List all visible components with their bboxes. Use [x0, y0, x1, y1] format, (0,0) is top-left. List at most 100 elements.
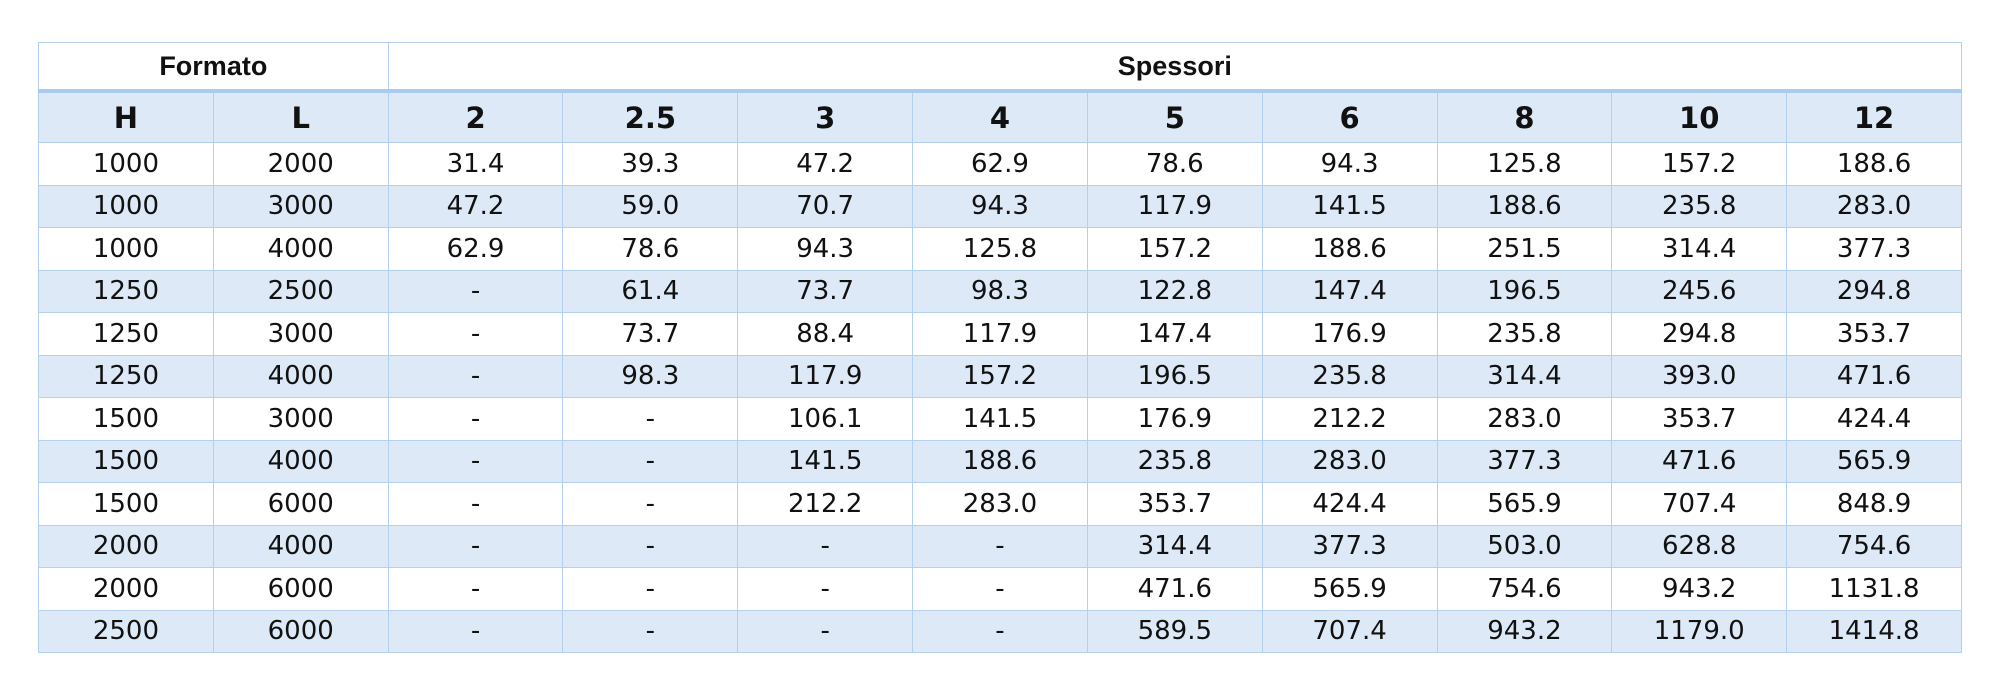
cell: 73.7 — [737, 269, 914, 313]
cell: 283.0 — [1786, 184, 1962, 228]
data-table: Formato Spessori H L 2 2.5 3 4 5 6 8 10 12 1000 2000 31… — [38, 42, 1963, 653]
cell: 283.0 — [912, 482, 1088, 526]
cell: - — [387, 269, 564, 313]
cell: 6000 — [212, 567, 389, 611]
cell: 1000 — [38, 227, 214, 271]
cell: 117.9 — [1086, 184, 1263, 228]
cell: 283.0 — [1261, 439, 1438, 483]
cell: - — [387, 609, 564, 653]
cell: 61.4 — [562, 269, 739, 313]
cell: 176.9 — [1086, 397, 1263, 441]
data-row: 1000 4000 62.9 78.6 94.3 125.8 157.2 188.6 251.5… — [38, 227, 1962, 271]
cell: 943.2 — [1611, 567, 1788, 611]
cell: 157.2 — [912, 354, 1088, 398]
cell: 628.8 — [1611, 524, 1788, 568]
cell: 94.3 — [737, 227, 914, 271]
cell: 1000 — [38, 142, 214, 186]
cell: 106.1 — [737, 397, 914, 441]
group-header: Formato — [38, 42, 389, 93]
cell: 245.6 — [1611, 269, 1788, 313]
cell: 235.8 — [1611, 184, 1788, 228]
cell: - — [387, 567, 564, 611]
cell: 3000 — [212, 184, 389, 228]
cell: 3000 — [212, 312, 389, 356]
cell: 471.6 — [1786, 354, 1962, 398]
cell: 78.6 — [562, 227, 739, 271]
cell: - — [912, 524, 1088, 568]
cell: 251.5 — [1436, 227, 1613, 271]
cell: 122.8 — [1086, 269, 1263, 313]
cell: 31.4 — [387, 142, 564, 186]
cell: 2000 — [38, 567, 214, 611]
cell: 117.9 — [912, 312, 1088, 356]
cell: 188.6 — [912, 439, 1088, 483]
cell: - — [562, 567, 739, 611]
cell: 188.6 — [1261, 227, 1438, 271]
column-header-row: H L 2 2.5 3 4 5 6 8 10 12 — [38, 90, 1962, 143]
cell: - — [387, 312, 564, 356]
cell: 141.5 — [1261, 184, 1438, 228]
cell: 754.6 — [1786, 524, 1962, 568]
data-row: 1000 2000 31.4 39.3 47.2 62.9 78.6 94.3 125.8 157… — [38, 142, 1962, 186]
cell: 377.3 — [1261, 524, 1438, 568]
column-header: H — [38, 90, 214, 143]
data-row: 1250 4000-98.3 117.9 157.2 196.5 235.8 314.4 39… — [38, 354, 1962, 398]
column-header: 2 — [387, 90, 564, 143]
cell: 314.4 — [1611, 227, 1788, 271]
cell: 565.9 — [1436, 482, 1613, 526]
cell: 471.6 — [1086, 567, 1263, 611]
cell: 1250 — [38, 269, 214, 313]
cell: 73.7 — [562, 312, 739, 356]
cell: 196.5 — [1086, 354, 1263, 398]
cell: 294.8 — [1786, 269, 1962, 313]
cell: 471.6 — [1611, 439, 1788, 483]
cell: 157.2 — [1086, 227, 1263, 271]
column-header: 12 — [1786, 90, 1962, 143]
cell: 2500 — [38, 609, 214, 653]
cell: 283.0 — [1436, 397, 1613, 441]
column-header: 2.5 — [562, 90, 739, 143]
cell: - — [387, 439, 564, 483]
cell: 353.7 — [1786, 312, 1962, 356]
cell: 94.3 — [912, 184, 1088, 228]
cell: 565.9 — [1261, 567, 1438, 611]
cell: 125.8 — [1436, 142, 1613, 186]
column-header: 8 — [1436, 90, 1613, 143]
cell: 117.9 — [737, 354, 914, 398]
data-row: 2000 4000- - - -314.4 377.3 503.0 628.8 754.6 — [38, 524, 1962, 568]
cell: 294.8 — [1611, 312, 1788, 356]
cell: 196.5 — [1436, 269, 1613, 313]
column-header: 3 — [737, 90, 914, 143]
column-header: 10 — [1611, 90, 1788, 143]
cell: - — [737, 567, 914, 611]
cell: 943.2 — [1436, 609, 1613, 653]
cell: 4000 — [212, 439, 389, 483]
cell: 141.5 — [737, 439, 914, 483]
cell: - — [562, 482, 739, 526]
cell: - — [562, 439, 739, 483]
table-container: Formato Spessori H L 2 2.5 3 4 5 6 8 10 12 1000 2000 31… — [38, 42, 1963, 653]
cell: 503.0 — [1436, 524, 1613, 568]
cell: 1500 — [38, 439, 214, 483]
data-row: 1250 3000-73.7 88.4 117.9 147.4 176.9 235.8 294… — [38, 312, 1962, 356]
cell: 314.4 — [1086, 524, 1263, 568]
cell: 147.4 — [1086, 312, 1263, 356]
cell: 2000 — [212, 142, 389, 186]
data-row: 1250 2500-61.4 73.7 98.3 122.8 147.4 196.5 245.… — [38, 269, 1962, 313]
cell: 314.4 — [1436, 354, 1613, 398]
cell: 157.2 — [1611, 142, 1788, 186]
cell: 176.9 — [1261, 312, 1438, 356]
cell: 1500 — [38, 482, 214, 526]
cell: - — [387, 524, 564, 568]
cell: 1250 — [38, 354, 214, 398]
column-header: 4 — [912, 90, 1088, 143]
cell: - — [387, 397, 564, 441]
cell: 188.6 — [1436, 184, 1613, 228]
data-row: 1500 6000- -212.2 283.0 353.7 424.4 565.9 707.4… — [38, 482, 1962, 526]
cell: 1500 — [38, 397, 214, 441]
cell: 62.9 — [387, 227, 564, 271]
cell: 565.9 — [1786, 439, 1962, 483]
cell: 235.8 — [1261, 354, 1438, 398]
column-header: L — [212, 90, 389, 143]
